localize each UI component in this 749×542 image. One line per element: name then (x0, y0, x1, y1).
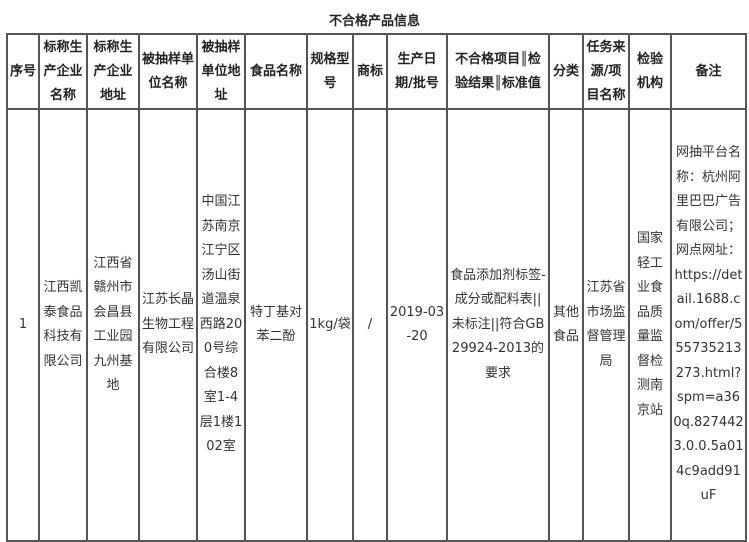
cell-sampled-unit-name: 江苏长晶生物工程有限公司 (138, 108, 198, 542)
header-inspection-agency: 检验机构 (628, 33, 672, 110)
header-spec: 规格型号 (306, 33, 354, 110)
table-row: 1 江西凯泰食品科技有限公司 江西省赣州市会昌县工业园九州基地 江苏长晶生物工程… (6, 108, 747, 542)
header-sampled-unit-name: 被抽样单位名称 (138, 33, 198, 110)
header-food-name: 食品名称 (244, 33, 308, 110)
header-index: 序号 (6, 33, 40, 110)
table-title: 不合格产品信息 (328, 14, 420, 29)
header-category: 分类 (548, 33, 584, 110)
cell-manufacturer-name: 江西凯泰食品科技有限公司 (38, 108, 88, 542)
header-production-date: 生产日期/批号 (386, 33, 448, 110)
cell-inspection-agency: 国家轻工业食品质量监督检测南京站 (628, 108, 672, 542)
cell-food-name: 特丁基对苯二酚 (244, 108, 308, 542)
cell-category: 其他食品 (548, 108, 584, 542)
cell-sampled-unit-address: 中国江苏南京江宁区汤山街道温泉西路200号综合楼8室1-4层1楼102室 (196, 108, 246, 542)
cell-spec: 1kg/袋 (306, 108, 354, 542)
header-sampled-unit-address: 被抽样单位地址 (196, 33, 246, 110)
header-failed-items: 不合格项目║检验结果║标准值 (446, 33, 550, 110)
cell-task-source: 江苏省市场监督管理局 (582, 108, 630, 542)
cell-index: 1 (6, 108, 40, 542)
cell-remarks: 网抽平台名称：杭州阿里巴巴广告有限公司；网点网址：https://detail.… (670, 108, 747, 542)
header-manufacturer-address: 标称生产企业地址 (86, 33, 140, 110)
unqualified-products-table: 序号 标称生产企业名称 标称生产企业地址 被抽样单位名称 被抽样单位地址 食品名… (6, 33, 747, 542)
cell-production-date: 2019-03-20 (386, 108, 448, 542)
cell-manufacturer-address: 江西省赣州市会昌县工业园九州基地 (86, 108, 140, 542)
header-task-source: 任务来源/项目名称 (582, 33, 630, 110)
cell-trademark: / (352, 108, 388, 542)
header-row: 序号 标称生产企业名称 标称生产企业地址 被抽样单位名称 被抽样单位地址 食品名… (6, 33, 747, 110)
header-remarks: 备注 (670, 33, 747, 110)
header-manufacturer-name: 标称生产企业名称 (38, 33, 88, 110)
cell-failed-items: 食品添加剂标签-成分或配料表||未标注||符合GB29924-2013的要求 (446, 108, 550, 542)
header-trademark: 商标 (352, 33, 388, 110)
